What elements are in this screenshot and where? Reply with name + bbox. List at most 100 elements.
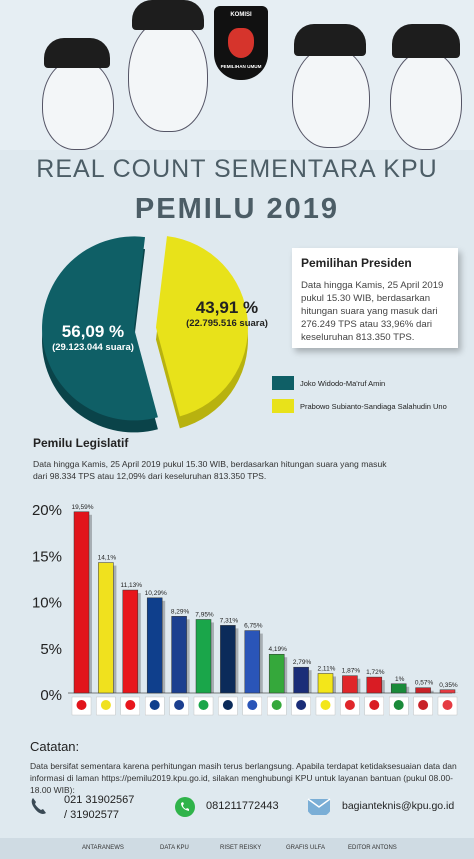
logo-bottom-text: PEMILIHAN UMUM <box>220 64 262 69</box>
y-tick-label: 10% <box>32 595 62 612</box>
peci-cap-3 <box>294 24 366 56</box>
presiden-pie-chart <box>42 236 248 433</box>
bar-pan <box>244 630 261 694</box>
bar-pbb <box>390 683 407 694</box>
legislatif-description: Data hingga Kamis, 25 April 2019 pukul 1… <box>33 459 387 481</box>
legend-label-1: Joko Widodo-Ma'ruf Amin <box>300 378 386 388</box>
bar-value-label: 19,59% <box>71 504 93 511</box>
bar-value-label: 11,13% <box>121 582 143 589</box>
y-tick-label: 0% <box>40 687 62 704</box>
candidate2-percent: 43,91 % <box>195 298 259 317</box>
phone-number-1: 021 31902567 <box>64 794 135 806</box>
email-address: bagianteknis@kpu.go.id <box>342 800 455 812</box>
garuda-icon <box>228 28 254 58</box>
party-logo-mark <box>442 700 453 710</box>
y-tick-label: 5% <box>40 641 62 658</box>
bar-value-label: 0,57% <box>415 680 434 687</box>
party-logo-mark <box>418 700 429 710</box>
y-tick-label: 15% <box>32 548 62 565</box>
bar-value-label: 10,29% <box>145 590 167 597</box>
bar-perindo <box>293 666 309 694</box>
bar-golkar <box>122 589 139 694</box>
catatan-text: Data bersifat sementara karena perhitung… <box>30 761 457 795</box>
party-logo-mark <box>125 700 136 710</box>
y-tick-label: 20% <box>32 502 62 519</box>
party-logo-mark <box>76 700 87 710</box>
bar-value-label: 14,1% <box>98 555 117 562</box>
bar-ppp <box>317 673 334 694</box>
bar-value-label: 8,29% <box>171 608 190 615</box>
presiden-description: Data hingga Kamis, 25 April 2019 pukul 1… <box>301 280 444 343</box>
bar-value-label: 2,11% <box>318 665 336 672</box>
bar-value-label: 1% <box>395 676 405 683</box>
whatsapp-number: 081211772443 <box>206 800 279 812</box>
logo-top-text: KOMISI <box>230 12 252 18</box>
party-logo-mark <box>393 700 404 710</box>
catatan-title: Catatan: <box>30 739 80 754</box>
party-logo-mark <box>174 700 185 710</box>
phone-icon <box>31 798 46 814</box>
bar-value-label: 0,35% <box>439 682 458 689</box>
candidate-portrait-3 <box>292 46 370 148</box>
bar-pkpi <box>439 689 456 694</box>
email-icon <box>307 798 331 815</box>
bar-value-label: 6,75% <box>244 623 263 630</box>
page-title-line1: REAL COUNT SEMENTARA KPU <box>36 155 438 183</box>
footer-credits: ANTARANEWS DATA KPU RISET REISKY GRAFIS … <box>0 838 474 859</box>
party-logo-mark <box>198 700 209 710</box>
bar-nasdem <box>220 625 236 694</box>
header-illustration: KOMISI PEMILIHAN UMUM <box>0 0 474 150</box>
party-logo-mark <box>222 700 233 710</box>
bar-garuda <box>415 687 431 694</box>
party-logo-mark <box>344 700 355 710</box>
candidate1-percent: 56,09 % <box>61 322 125 341</box>
candidate-portrait-4 <box>390 50 462 150</box>
legend-swatch-1 <box>272 376 294 390</box>
footer-riset: RISET REISKY <box>220 845 262 851</box>
bar-value-label: 1,72% <box>366 669 385 676</box>
page-title-line2: PEMILU 2019 <box>134 193 340 225</box>
footer-grafis: GRAFIS ULFA <box>286 845 326 851</box>
party-logo-mark <box>369 700 380 710</box>
party-logo-mark <box>320 700 331 710</box>
peci-cap-1 <box>44 38 110 68</box>
presiden-title: Pemilihan Presiden <box>301 256 412 270</box>
party-logo-mark <box>247 700 258 710</box>
party-logo-mark <box>149 700 160 710</box>
bar-pks <box>195 619 212 694</box>
pie-slice-1 <box>42 236 158 421</box>
peci-cap-2 <box>132 0 204 30</box>
bar-pdip <box>73 511 90 694</box>
footer-source: ANTARANEWS <box>82 845 124 851</box>
kpu-logo: KOMISI PEMILIHAN UMUM <box>214 6 268 80</box>
legislatif-bar-chart: 0% 5% 10% 15% 20% 19,59% 14,1% 11,13%10,29% 8,29… <box>32 502 458 716</box>
pie-legend-item-1: Joko Widodo-Ma'ruf Amin <box>272 376 385 390</box>
pie-label-candidate1: 56,09 % (29.123.044 suara) <box>38 322 148 353</box>
phone-number-2: / 31902577 <box>64 809 120 821</box>
bar-hanura <box>342 675 358 694</box>
candidate-portrait-2 <box>128 18 208 132</box>
peci-cap-4 <box>392 24 460 58</box>
candidate-portrait-1 <box>42 58 114 150</box>
pie-legend-item-2: Prabowo Subianto-Sandiaga Salahudin Uno <box>272 399 447 413</box>
bar-value-label: 7,95% <box>195 611 214 618</box>
party-logo-mark <box>100 700 111 710</box>
candidate2-votes: (22.795.516 suara) <box>186 318 268 329</box>
bar-value-label: 1,87% <box>342 668 361 675</box>
footer-editor: EDITOR ANTONS <box>348 845 397 851</box>
pie-slice-2 <box>155 236 248 417</box>
whatsapp-icon <box>175 797 195 817</box>
bar-pkb <box>146 597 163 694</box>
footer-data: DATA KPU <box>160 845 189 851</box>
party-logo-mark <box>296 700 307 710</box>
pie-label-candidate2: 43,91 % (22.795.516 suara) <box>172 298 282 329</box>
bar-berkarya <box>366 676 383 694</box>
bar-value-label: 7,31% <box>220 617 239 624</box>
legend-swatch-2 <box>272 399 294 413</box>
party-logo-mark <box>271 700 282 710</box>
bar-gerindra <box>98 562 114 694</box>
presiden-info-box: Pemilihan Presiden Data hingga Kamis, 25… <box>292 248 458 348</box>
bar-demokrat <box>171 616 187 694</box>
bar-value-label: 2,79% <box>293 659 312 666</box>
bar-psi <box>268 653 285 694</box>
